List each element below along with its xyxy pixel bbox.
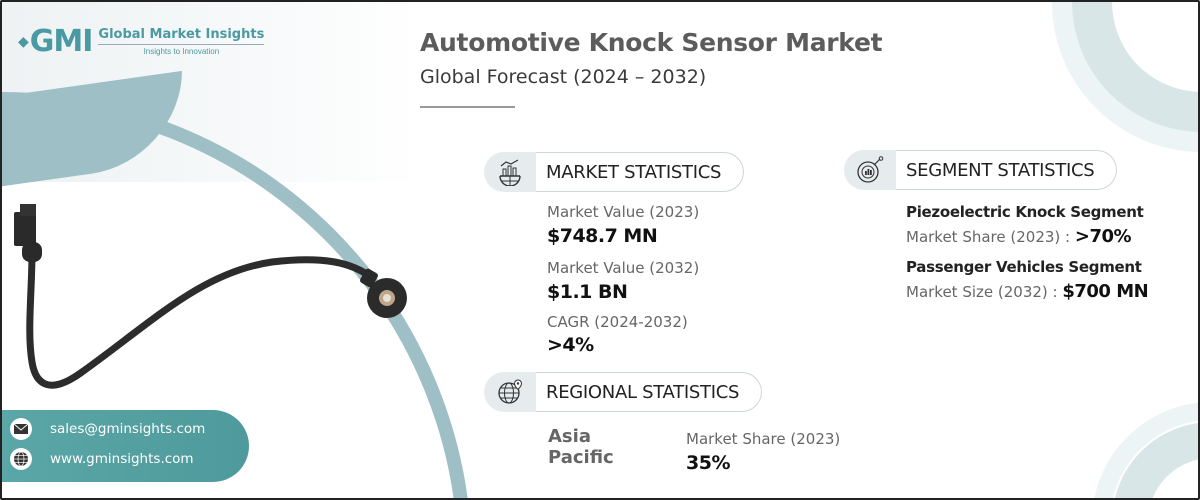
segment-statistics-heading: SEGMENT STATISTICS — [896, 150, 1118, 190]
contact-email-row[interactable]: sales@gminsights.com — [10, 418, 205, 440]
envelope-icon — [10, 418, 32, 440]
page-subtitle: Global Forecast (2024 – 2032) — [420, 66, 707, 88]
passenger-vehicles-segment-title: Passenger Vehicles Segment — [906, 258, 1142, 276]
passenger-size-value: $700 MN — [1062, 281, 1149, 302]
market-statistics-header: MARKET STATISTICS — [484, 152, 745, 192]
contact-email[interactable]: sales@gminsights.com — [50, 421, 206, 437]
passenger-metric-label: Market Size (2032) : — [906, 283, 1063, 301]
segment-chart-icon — [844, 150, 896, 190]
contact-website-row[interactable]: www.gminsights.com — [10, 448, 194, 470]
page-title: Automotive Knock Sensor Market — [420, 28, 883, 57]
brand-tagline: Insights to Innovation — [143, 47, 220, 56]
logo-diamond-icon: ◆ — [18, 33, 29, 50]
piezoelectric-share-value: >70% — [1074, 226, 1132, 247]
brand-name: Global Market Insights — [98, 27, 265, 45]
knock-sensor-image — [14, 204, 407, 389]
gmi-logo: ◆ GMI Global Market Insights Insights to… — [18, 24, 265, 59]
market-value-2023-label: Market Value (2023) — [547, 203, 700, 221]
market-statistics-heading: MARKET STATISTICS — [536, 152, 745, 192]
cagr-value: >4% — [547, 334, 594, 356]
region-name-line1: Asia — [548, 426, 591, 447]
globe-icon — [10, 448, 32, 470]
contact-website[interactable]: www.gminsights.com — [50, 451, 194, 467]
logo-mark-text: GMI — [29, 24, 94, 59]
logo-mark: ◆ GMI — [18, 24, 94, 59]
regional-market-share-value: 35% — [686, 452, 730, 474]
region-name: Asia Pacific — [548, 426, 614, 468]
globe-pin-icon — [484, 372, 536, 412]
regional-market-share-label: Market Share (2023) — [686, 430, 841, 448]
regional-statistics-heading: REGIONAL STATISTICS — [536, 372, 763, 412]
piezoelectric-metric-label: Market Share (2023) : — [906, 228, 1075, 246]
cagr-label: CAGR (2024-2032) — [547, 313, 688, 331]
decorative-arc-top-right — [1072, 2, 1198, 132]
piezoelectric-segment-share: Market Share (2023) : >70% — [906, 226, 1132, 247]
chart-globe-icon — [484, 152, 536, 192]
market-value-2023: $748.7 MN — [547, 225, 658, 247]
contact-panel: sales@gminsights.com www.gminsights.com — [2, 410, 249, 482]
passenger-vehicles-segment-size: Market Size (2032) : $700 MN — [906, 281, 1149, 302]
market-value-2032: $1.1 BN — [547, 281, 628, 303]
piezoelectric-segment-title: Piezoelectric Knock Segment — [906, 203, 1144, 221]
title-divider — [420, 106, 515, 108]
regional-statistics-header: REGIONAL STATISTICS — [484, 372, 763, 412]
segment-statistics-header: SEGMENT STATISTICS — [844, 150, 1118, 190]
region-name-line2: Pacific — [548, 447, 614, 468]
market-value-2032-label: Market Value (2032) — [547, 259, 700, 277]
